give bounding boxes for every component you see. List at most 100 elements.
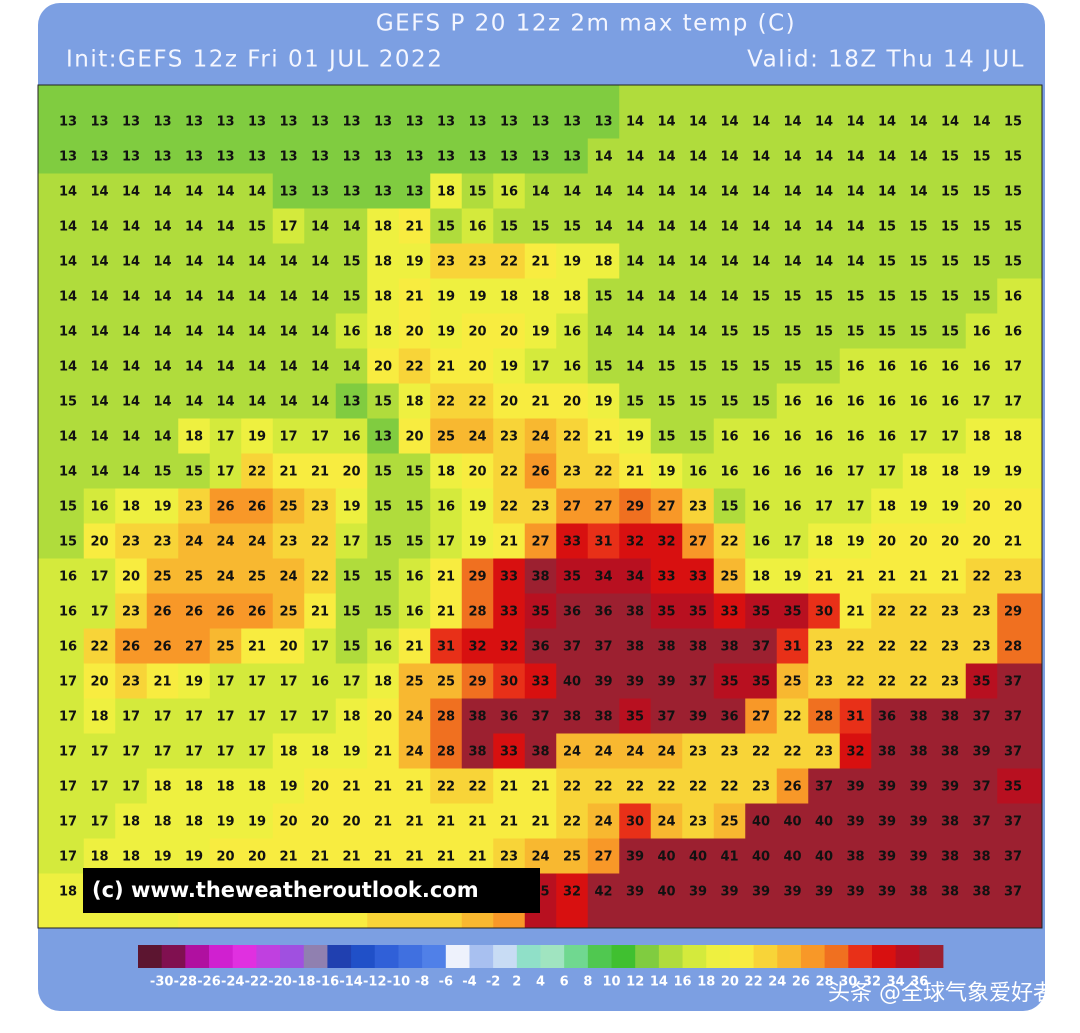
temp-cell: [83, 768, 116, 805]
temp-cell: [934, 803, 967, 840]
temp-cell: [524, 698, 557, 735]
temp-cell: [902, 663, 935, 700]
temp-cell: [146, 278, 179, 315]
temp-cell: [965, 803, 998, 840]
temp-label: 14: [153, 185, 171, 200]
temp-cell: [808, 208, 841, 245]
temp-cell: [902, 453, 935, 490]
temp-label: 17: [279, 710, 297, 725]
temp-label: 38: [594, 710, 612, 725]
temp-label: 24: [468, 430, 486, 445]
temp-cell: [430, 85, 463, 140]
temp-label: 14: [248, 255, 266, 270]
temp-label: 14: [279, 395, 297, 410]
init-label: Init:GEFS 12z Fri 01 JUL 2022: [66, 47, 443, 73]
temp-label: 24: [405, 745, 423, 760]
temp-label: 17: [59, 710, 77, 725]
temp-cell: [241, 733, 274, 770]
temp-label: 23: [437, 255, 455, 270]
temp-label: 26: [216, 605, 234, 620]
temp-label: 21: [1004, 535, 1022, 550]
temp-cell: [682, 453, 715, 490]
temp-label: 38: [657, 640, 675, 655]
temp-label: 14: [783, 185, 801, 200]
temp-cell: [430, 593, 463, 630]
temp-cell: [871, 488, 904, 525]
temp-cell: [934, 278, 967, 315]
temp-cell: [776, 453, 809, 490]
temp-cell: [997, 733, 1042, 770]
temp-cell: [902, 558, 935, 595]
temp-label: 14: [185, 185, 203, 200]
temp-label: 14: [153, 395, 171, 410]
temp-cell: [556, 663, 589, 700]
temp-cell: [367, 208, 400, 245]
temp-cell: [178, 558, 211, 595]
temp-label: 15: [374, 465, 392, 480]
temp-label: 39: [626, 850, 644, 865]
temp-cell: [839, 628, 872, 665]
temp-cell: [83, 243, 116, 280]
temp-cell: [587, 383, 620, 420]
temp-cell: [178, 85, 211, 140]
temp-cell: [745, 838, 778, 875]
temp-cell: [587, 453, 620, 490]
temp-label: 13: [500, 150, 518, 165]
temp-cell: [146, 698, 179, 735]
temp-cell: [587, 523, 620, 560]
temp-label: 20: [90, 675, 108, 690]
temp-label: 14: [90, 465, 108, 480]
temp-label: 38: [941, 745, 959, 760]
temp-label: 17: [90, 815, 108, 830]
temp-cell: [808, 803, 841, 840]
temp-cell: [934, 523, 967, 560]
temp-label: 17: [783, 535, 801, 550]
temp-cell: [745, 278, 778, 315]
temp-label: 40: [752, 850, 770, 865]
temp-label: 14: [90, 290, 108, 305]
temp-label: 23: [815, 675, 833, 690]
temp-label: 14: [878, 115, 896, 130]
temp-label: 15: [563, 220, 581, 235]
temp-label: 33: [500, 745, 518, 760]
temp-cell: [398, 558, 431, 595]
temp-cell: [682, 278, 715, 315]
temp-cell: [902, 488, 935, 525]
temp-cell: [556, 208, 589, 245]
temp-label: 15: [59, 535, 77, 550]
temp-cell: [430, 663, 463, 700]
temp-label: 13: [90, 115, 108, 130]
temp-cell: [178, 173, 211, 210]
temp-cell: [556, 348, 589, 385]
temp-label: 14: [279, 255, 297, 270]
temp-label: 13: [405, 150, 423, 165]
temp-label: 14: [153, 430, 171, 445]
temp-label: 16: [90, 500, 108, 515]
temp-cell: [335, 348, 368, 385]
temp-label: 39: [846, 780, 864, 795]
temp-cell: [965, 418, 998, 455]
temp-cell: [304, 313, 337, 350]
temp-cell: [209, 698, 242, 735]
temp-cell: [461, 523, 494, 560]
temp-cell: [272, 418, 305, 455]
temp-label: 16: [909, 360, 927, 375]
temp-cell: [304, 85, 337, 140]
temp-cell: [587, 698, 620, 735]
temp-label: 37: [563, 640, 581, 655]
temp-label: 13: [279, 185, 297, 200]
temp-label: 16: [815, 395, 833, 410]
temp-label: 22: [878, 675, 896, 690]
temp-label: 20: [878, 535, 896, 550]
temp-cell: [241, 663, 274, 700]
temp-label: 15: [657, 395, 675, 410]
temp-cell: [83, 593, 116, 630]
temp-cell: [178, 593, 211, 630]
temp-label: 14: [815, 220, 833, 235]
temp-label: 17: [941, 430, 959, 445]
temp-label: 32: [626, 535, 644, 550]
temp-cell: [524, 803, 557, 840]
temp-label: 14: [594, 325, 612, 340]
temp-label: 15: [815, 290, 833, 305]
